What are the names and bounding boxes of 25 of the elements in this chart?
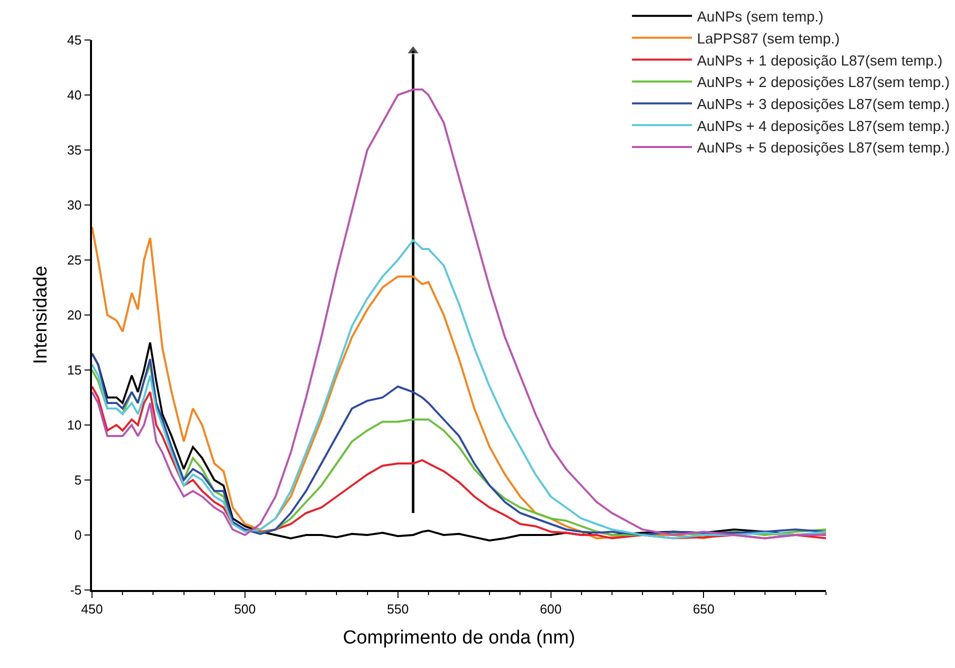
x-tick-label: 550	[386, 601, 409, 616]
legend-label: AuNPs + 2 deposições L87(sem temp.)	[697, 75, 950, 92]
y-tick-label: 30	[67, 198, 82, 213]
y-tick-label: 0	[74, 528, 82, 543]
x-tick-label: 600	[540, 601, 562, 616]
x-axis-title: Comprimento de onda (nm)	[342, 628, 576, 649]
y-tick-label: 20	[67, 308, 82, 323]
y-tick-label: 15	[67, 362, 82, 378]
x-tick-label: 500	[234, 601, 256, 616]
x-tick-label: 650	[692, 601, 715, 616]
legend-label: AuNPs + 5 deposições L87(sem temp.)	[697, 140, 950, 157]
y-tick-label: 45	[67, 32, 82, 48]
y-tick-label: 40	[67, 88, 82, 103]
legend-label: AuNPs + 1 deposição L87(sem temp.)	[697, 53, 942, 70]
y-tick-label: 25	[67, 252, 82, 268]
legend-label: AuNPs (sem temp.)	[697, 10, 824, 26]
y-axis-title: Intensidade	[30, 266, 52, 364]
y-tick-label: -5	[70, 582, 82, 598]
legend-label: AuNPs + 4 deposições L87(sem temp.)	[697, 118, 950, 135]
legend-label: LaPPS87 (sem temp.)	[697, 31, 840, 48]
y-tick-label: 35	[67, 142, 82, 158]
x-tick-label: 450	[81, 601, 103, 616]
legend-label: AuNPs + 3 deposições L87(sem temp.)	[697, 96, 950, 113]
y-tick-label: 10	[67, 418, 82, 433]
y-tick-label: 5	[74, 472, 82, 488]
